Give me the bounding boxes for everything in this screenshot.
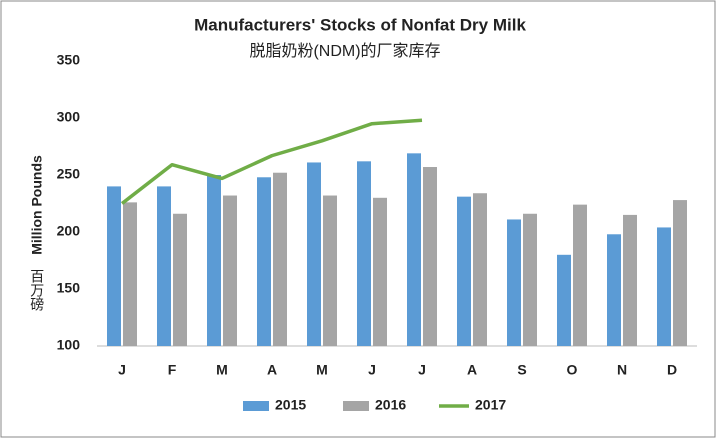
y-axis-label-cn: 百万磅 — [29, 269, 45, 311]
bar — [173, 213, 187, 346]
bar — [107, 186, 121, 346]
y-tick-label: 350 — [57, 52, 81, 68]
bar — [357, 161, 371, 346]
bar — [373, 197, 387, 346]
bar — [207, 175, 221, 346]
bar — [423, 167, 437, 346]
x-tick-label: J — [368, 362, 376, 378]
bar — [157, 186, 171, 346]
y-tick-label: 200 — [57, 223, 81, 239]
bar — [123, 202, 137, 346]
chart-title: Manufacturers' Stocks of Nonfat Dry Milk — [194, 15, 526, 34]
bar — [407, 153, 421, 346]
bar — [257, 177, 271, 346]
bar — [223, 195, 237, 346]
x-tick-label: S — [517, 362, 526, 378]
x-tick-label: A — [267, 362, 277, 378]
bar — [307, 162, 321, 346]
y-tick-label: 250 — [57, 166, 81, 182]
x-tick-label: O — [567, 362, 578, 378]
legend-swatch — [343, 401, 369, 411]
bar — [457, 196, 471, 346]
x-tick-label: J — [118, 362, 126, 378]
bar — [657, 227, 671, 346]
bar — [573, 204, 587, 346]
line — [120, 118, 423, 205]
y-axis-label: Million Pounds — [29, 155, 45, 255]
y-tick-label: 300 — [57, 109, 81, 125]
x-tick-label: M — [216, 362, 228, 378]
bar — [523, 213, 537, 346]
x-tick-label: D — [667, 362, 677, 378]
x-tick-label: M — [316, 362, 328, 378]
legend-label: 2015 — [275, 397, 306, 413]
bar — [557, 254, 571, 346]
bar — [323, 195, 337, 346]
x-tick-label: N — [617, 362, 627, 378]
bar — [507, 219, 521, 346]
bar — [273, 172, 287, 346]
x-tick-label: J — [418, 362, 426, 378]
legend-label: 2016 — [375, 397, 406, 413]
bar — [473, 193, 487, 346]
bar — [623, 214, 637, 346]
chart-subtitle: 脱脂奶粉(NDM)的厂家库存 — [249, 42, 440, 60]
x-tick-label: A — [467, 362, 477, 378]
y-tick-label: 150 — [57, 280, 81, 296]
y-tick-label: 100 — [57, 337, 81, 353]
x-tick-label: F — [168, 362, 177, 378]
legend-label: 2017 — [475, 397, 506, 413]
legend-swatch — [243, 401, 269, 411]
bar — [607, 234, 621, 346]
bar — [673, 200, 687, 346]
